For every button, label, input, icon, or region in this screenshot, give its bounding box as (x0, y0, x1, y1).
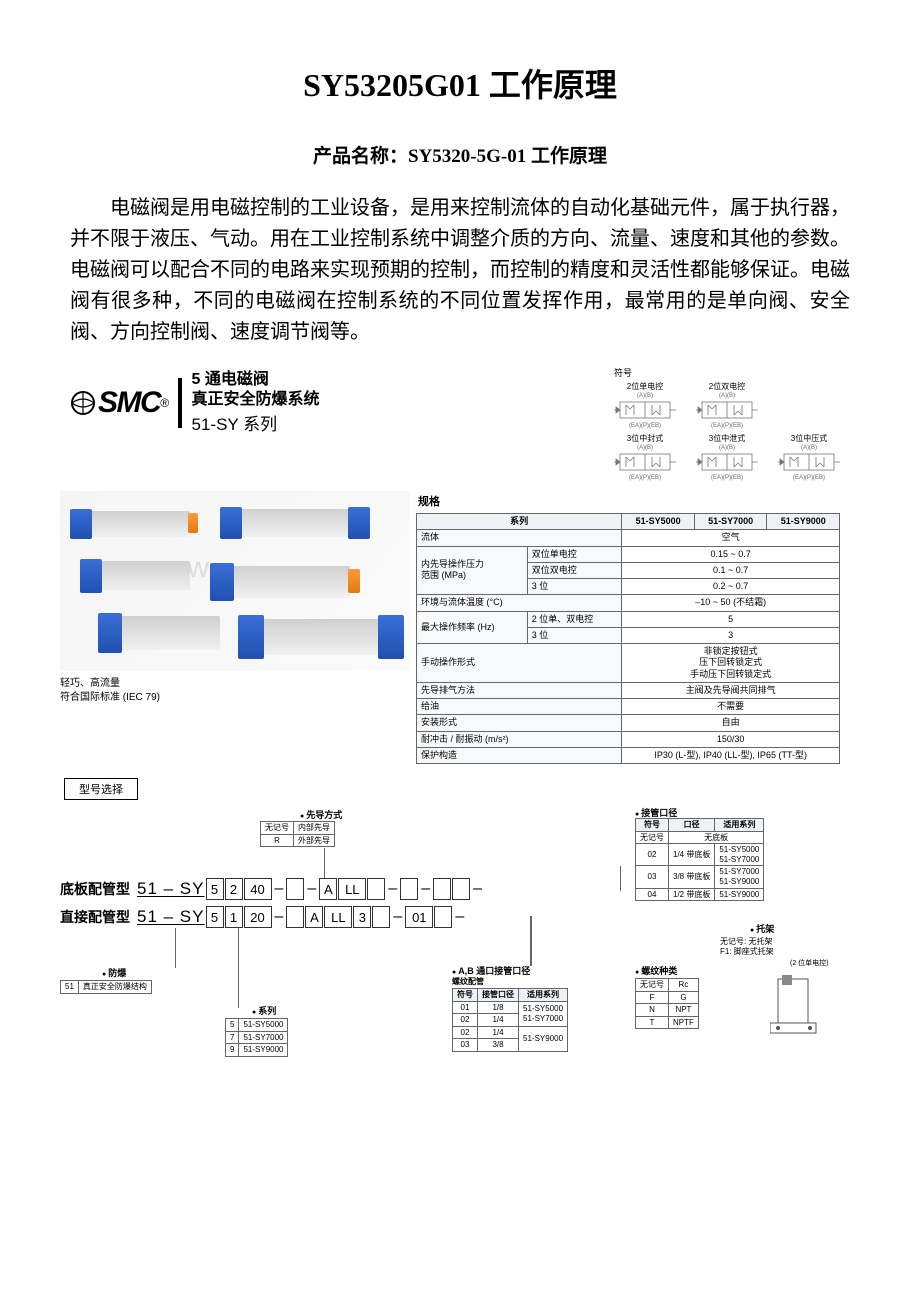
ordering-seg: 5 (206, 906, 224, 928)
ordering-seg: 2 (225, 878, 243, 900)
symbol-item: 3位中封式 (A)(B) (EA)(P)(EB) (614, 433, 676, 481)
ordering-seg: A (319, 878, 337, 900)
ordering-seg: 1 (225, 906, 243, 928)
explosion-title: 防爆 (102, 966, 126, 979)
ordering-seg: 5 (206, 878, 224, 900)
ordering-row-baseplate: 底板配管型 51 – SY 5240––ALL––– (60, 878, 484, 900)
symbol-item: 2位双电控 (A)(B) (EA)(P)(EB) (696, 381, 758, 429)
series-table: 551-SY5000751-SY7000951-SY9000 (225, 1018, 288, 1057)
divider (178, 378, 182, 428)
ordering-row-direct: 直接配管型 51 – SY 5120–ALL3–01– (60, 906, 466, 928)
ordering-seg: LL (338, 878, 366, 900)
ordering-seg: LL (324, 906, 352, 928)
logo-block: SMC® 5 通电磁阀 真正安全防爆系统 51-SY 系列 (60, 366, 328, 435)
smc-logo: SMC® (70, 386, 168, 420)
bracket-note2: F1: 脚座式托架 (720, 946, 774, 957)
explosion-table: 51真正安全防爆结构 (60, 980, 152, 994)
pilot-table: 无记号内部先导R外部先导 (260, 821, 335, 847)
port-size-table: 符号口径适用系列无记号无底板021/4 带底板51-SY500051-SY700… (635, 818, 764, 901)
model-select-label: 型号选择 (64, 778, 138, 800)
ordering-seg (286, 906, 304, 928)
ordering-seg (286, 878, 304, 900)
ordering-seg: A (305, 906, 323, 928)
product-title-block: 5 通电磁阀 真正安全防爆系统 51-SY 系列 (192, 370, 320, 435)
bracket-note3: (2 位单电控) (790, 958, 829, 968)
pilot-title: 先导方式 (300, 808, 342, 821)
bracket-title: 托架 (750, 922, 774, 935)
bracket-icon (770, 971, 820, 1041)
photo-caption: 轻巧、高流量 符合国际标准 (IEC 79) (60, 677, 410, 705)
ordering-seg (367, 878, 385, 900)
ordering-diagram: 先导方式 无记号内部先导R外部先导 接管口径 符号口径适用系列无记号无底板021… (60, 806, 840, 1066)
spec-table: 系列51-SY500051-SY700051-SY9000流体空气内先导操作压力… (416, 513, 840, 764)
ordering-seg: 40 (244, 878, 272, 900)
ordering-seg: 20 (244, 906, 272, 928)
ordering-seg: 01 (405, 906, 433, 928)
product-photo: www (60, 491, 410, 671)
ordering-seg: 3 (353, 906, 371, 928)
pneumatic-symbols: 符号 2位单电控 (A)(B) (EA)(P)(EB) 2位双电控 (A)(B)… (614, 366, 840, 485)
ordering-seg (452, 878, 470, 900)
intro-paragraph: 电磁阀是用电磁控制的工业设备，是用来控制流体的自动化基础元件，属于执行器，并不限… (70, 193, 850, 348)
spec-block: 规格 系列51-SY500051-SY700051-SY9000流体空气内先导操… (416, 491, 840, 764)
thread-table: 无记号RcFGNNPTTNPTF (635, 978, 699, 1029)
ab-sub: 螺纹配管 (452, 976, 484, 987)
page-title: SY53205G01 工作原理 (70, 60, 850, 106)
symbol-item: 2位单电控 (A)(B) (EA)(P)(EB) (614, 381, 676, 429)
symbol-item: 3位中压式 (A)(B) (EA)(P)(EB) (778, 433, 840, 481)
ordering-seg (433, 878, 451, 900)
ab-port-table: 符号接管口径适用系列011/851-SY500051-SY7000021/402… (452, 988, 568, 1052)
product-subtitle: 产品名称：SY5320-5G-01 工作原理 (70, 141, 850, 168)
thread-title: 螺纹种类 (635, 964, 677, 977)
product-photo-col: www 轻巧、高流量 符 (60, 491, 410, 705)
series-title: 系列 (252, 1004, 276, 1017)
ordering-seg (372, 906, 390, 928)
ordering-seg (434, 906, 452, 928)
ordering-seg (400, 878, 418, 900)
symbol-item: 3位中泄式 (A)(B) (EA)(P)(EB) (696, 433, 758, 481)
catalog-figure: SMC® 5 通电磁阀 真正安全防爆系统 51-SY 系列 符号 2位单电控 (… (60, 366, 840, 1066)
globe-icon (70, 390, 96, 416)
